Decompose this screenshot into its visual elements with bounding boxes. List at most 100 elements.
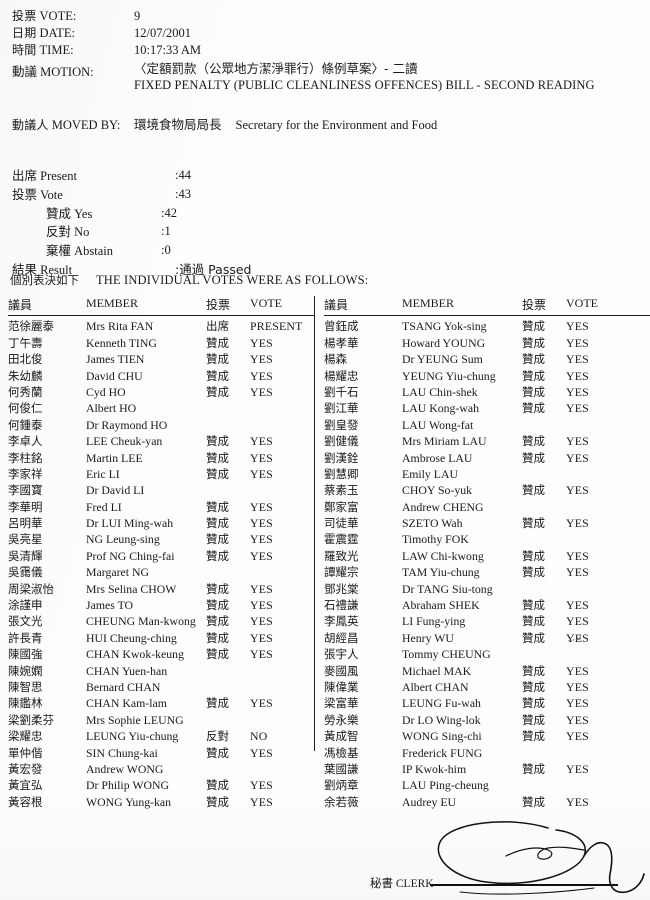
member-vote-chinese: 贊成	[206, 548, 229, 563]
table-row: 黃成智 WONG Sing-chi 贊成 YES	[324, 728, 650, 744]
table-row: 何俊仁 Albert HO	[8, 400, 314, 416]
member-name-chinese: 劉千石	[324, 384, 359, 399]
member-vote-english: PRESENT	[250, 319, 303, 334]
member-vote-english: YES	[250, 352, 273, 367]
member-name-english: Dr Philip WONG	[86, 778, 170, 793]
member-name-chinese: 胡經昌	[324, 630, 359, 645]
member-vote-chinese: 贊成	[522, 434, 545, 449]
member-name-chinese: 梁富華	[324, 696, 359, 711]
member-vote-chinese: 贊成	[206, 745, 229, 760]
member-name-chinese: 單仲偕	[8, 745, 43, 760]
member-vote-english: YES	[566, 548, 589, 563]
member-vote-english: YES	[250, 434, 273, 449]
member-name-chinese: 范徐麗泰	[8, 319, 54, 334]
member-name-english: TAM Yiu-chung	[402, 565, 480, 580]
moved-by-label: 動議人 MOVED BY:	[12, 118, 121, 132]
present-value: :44	[175, 168, 191, 182]
member-name-chinese: 葉國謙	[324, 761, 359, 776]
member-name-english: Mrs Miriam LAU	[402, 434, 487, 449]
summary-row-present: 出席 Present :44	[12, 167, 412, 186]
table-row: 劉漢銓 Ambrose LAU 贊成 YES	[324, 450, 650, 466]
table-row: 李華明 Fred LI 贊成 YES	[8, 499, 314, 515]
table-row: 劉慧卿 Emily LAU	[324, 466, 650, 482]
member-vote-english: YES	[250, 778, 273, 793]
member-name-english: Albert CHAN	[402, 679, 469, 694]
table-row: 周梁淑怡 Mrs Selina CHOW 贊成 YES	[8, 581, 314, 597]
member-name-chinese: 丁午壽	[8, 335, 43, 350]
member-name-english: LAU Chin-shek	[402, 384, 478, 399]
member-name-chinese: 曾鈺成	[324, 319, 359, 334]
member-vote-english: YES	[250, 516, 273, 531]
member-vote-chinese: 贊成	[522, 630, 545, 645]
vote-count-label: 投票 Vote	[12, 186, 63, 202]
table-row: 張文光 CHEUNG Man-kwong 贊成 YES	[8, 613, 314, 629]
table-row: 李柱銘 Martin LEE 贊成 YES	[8, 450, 314, 466]
member-name-english: CHAN Kam-lam	[86, 696, 167, 711]
table-row: 陳婉嫻 CHAN Yuen-han	[8, 663, 314, 679]
signature-rule	[430, 884, 618, 886]
member-vote-chinese: 贊成	[522, 319, 545, 334]
summary-row-vote: 投票 Vote :43	[12, 186, 412, 205]
member-name-chinese: 楊耀忠	[324, 368, 359, 383]
member-name-english: TSANG Yok-sing	[402, 319, 487, 334]
member-name-english: Dr LUI Ming-wah	[86, 516, 174, 531]
member-vote-english: YES	[250, 335, 273, 350]
member-name-chinese: 石禮謙	[324, 598, 359, 613]
member-name-english: LAU Wong-fat	[402, 417, 474, 432]
member-vote-english: YES	[566, 761, 589, 776]
member-name-english: CHOY So-yuk	[402, 483, 473, 498]
table-row: 霍震霆 Timothy FOK	[324, 531, 650, 547]
member-name-chinese: 麥國風	[324, 663, 359, 678]
col-header-vote-en: VOTE	[250, 296, 282, 310]
member-name-chinese: 朱幼麟	[8, 368, 43, 383]
member-name-english: Eric LI	[86, 466, 120, 481]
vote-count-value-a	[127, 186, 175, 205]
table-row: 曾鈺成 TSANG Yok-sing 贊成 YES	[324, 318, 650, 334]
member-name-english: WONG Sing-chi	[402, 729, 482, 744]
member-name-english: Michael MAK	[402, 663, 472, 678]
member-name-chinese: 譚耀宗	[324, 565, 359, 580]
member-name-english: David CHU	[86, 368, 143, 383]
member-vote-chinese: 出席	[206, 319, 229, 334]
table-row: 陳鑑林 CHAN Kam-lam 贊成 YES	[8, 695, 314, 711]
member-vote-chinese: 贊成	[522, 548, 545, 563]
member-name-chinese: 許長青	[8, 630, 43, 645]
member-vote-english: YES	[250, 450, 273, 465]
member-name-chinese: 何秀蘭	[8, 384, 43, 399]
member-vote-english: YES	[566, 319, 589, 334]
member-vote-chinese: 贊成	[206, 778, 229, 793]
member-vote-chinese: 贊成	[206, 466, 229, 481]
time-value: 10:17:33 AM	[134, 42, 202, 57]
vote-summary: 出席 Present :44 投票 Vote :43 贊成 Yes :42 反對…	[12, 167, 412, 280]
col-header-member-cn: 議員	[324, 298, 349, 312]
member-vote-chinese: 贊成	[522, 729, 545, 744]
member-name-english: LAU Kong-wah	[402, 401, 479, 416]
member-name-chinese: 梁劉柔芬	[8, 712, 54, 727]
table-row: 吳靄儀 Margaret NG	[8, 564, 314, 580]
table-row: 丁午壽 Kenneth TING 贊成 YES	[8, 335, 314, 351]
member-name-english: SZETO Wah	[402, 516, 463, 531]
table-row: 李卓人 LEE Cheuk-yan 贊成 YES	[8, 433, 314, 449]
table-row: 李國寶 Dr David LI	[8, 482, 314, 498]
member-vote-chinese: 贊成	[206, 647, 229, 662]
member-vote-english: YES	[566, 630, 589, 645]
moved-by-block: 動議人 MOVED BY: 環境食物局局長 Secretary for the …	[12, 114, 638, 133]
clerk-label: 秘書 CLERK	[370, 876, 434, 890]
table-row: 馮檢基 Frederick FUNG	[324, 745, 650, 761]
table-row: 梁耀忠 LEUNG Yiu-chung 反對 NO	[8, 728, 314, 744]
header-row-date: 日期 DATE: 12/07/2001	[12, 25, 638, 42]
table-row: 朱幼麟 David CHU 贊成 YES	[8, 368, 314, 384]
member-name-english: Kenneth TING	[86, 335, 157, 350]
table-row: 李家祥 Eric LI 贊成 YES	[8, 466, 314, 482]
member-name-chinese: 何俊仁	[8, 401, 43, 416]
member-vote-chinese: 贊成	[522, 335, 545, 350]
col-header-vote-en: VOTE	[566, 296, 598, 310]
member-name-chinese: 劉皇發	[324, 417, 359, 432]
no-value: :1	[161, 224, 171, 239]
table-row: 葉國謙 IP Kwok-him 贊成 YES	[324, 761, 650, 777]
member-name-english: WONG Yung-kan	[86, 794, 172, 809]
table-row: 劉千石 LAU Chin-shek 贊成 YES	[324, 384, 650, 400]
member-vote-english: YES	[250, 598, 273, 613]
member-vote-english: YES	[566, 335, 589, 350]
table-row: 勞永樂 Dr LO Wing-lok 贊成 YES	[324, 712, 650, 728]
